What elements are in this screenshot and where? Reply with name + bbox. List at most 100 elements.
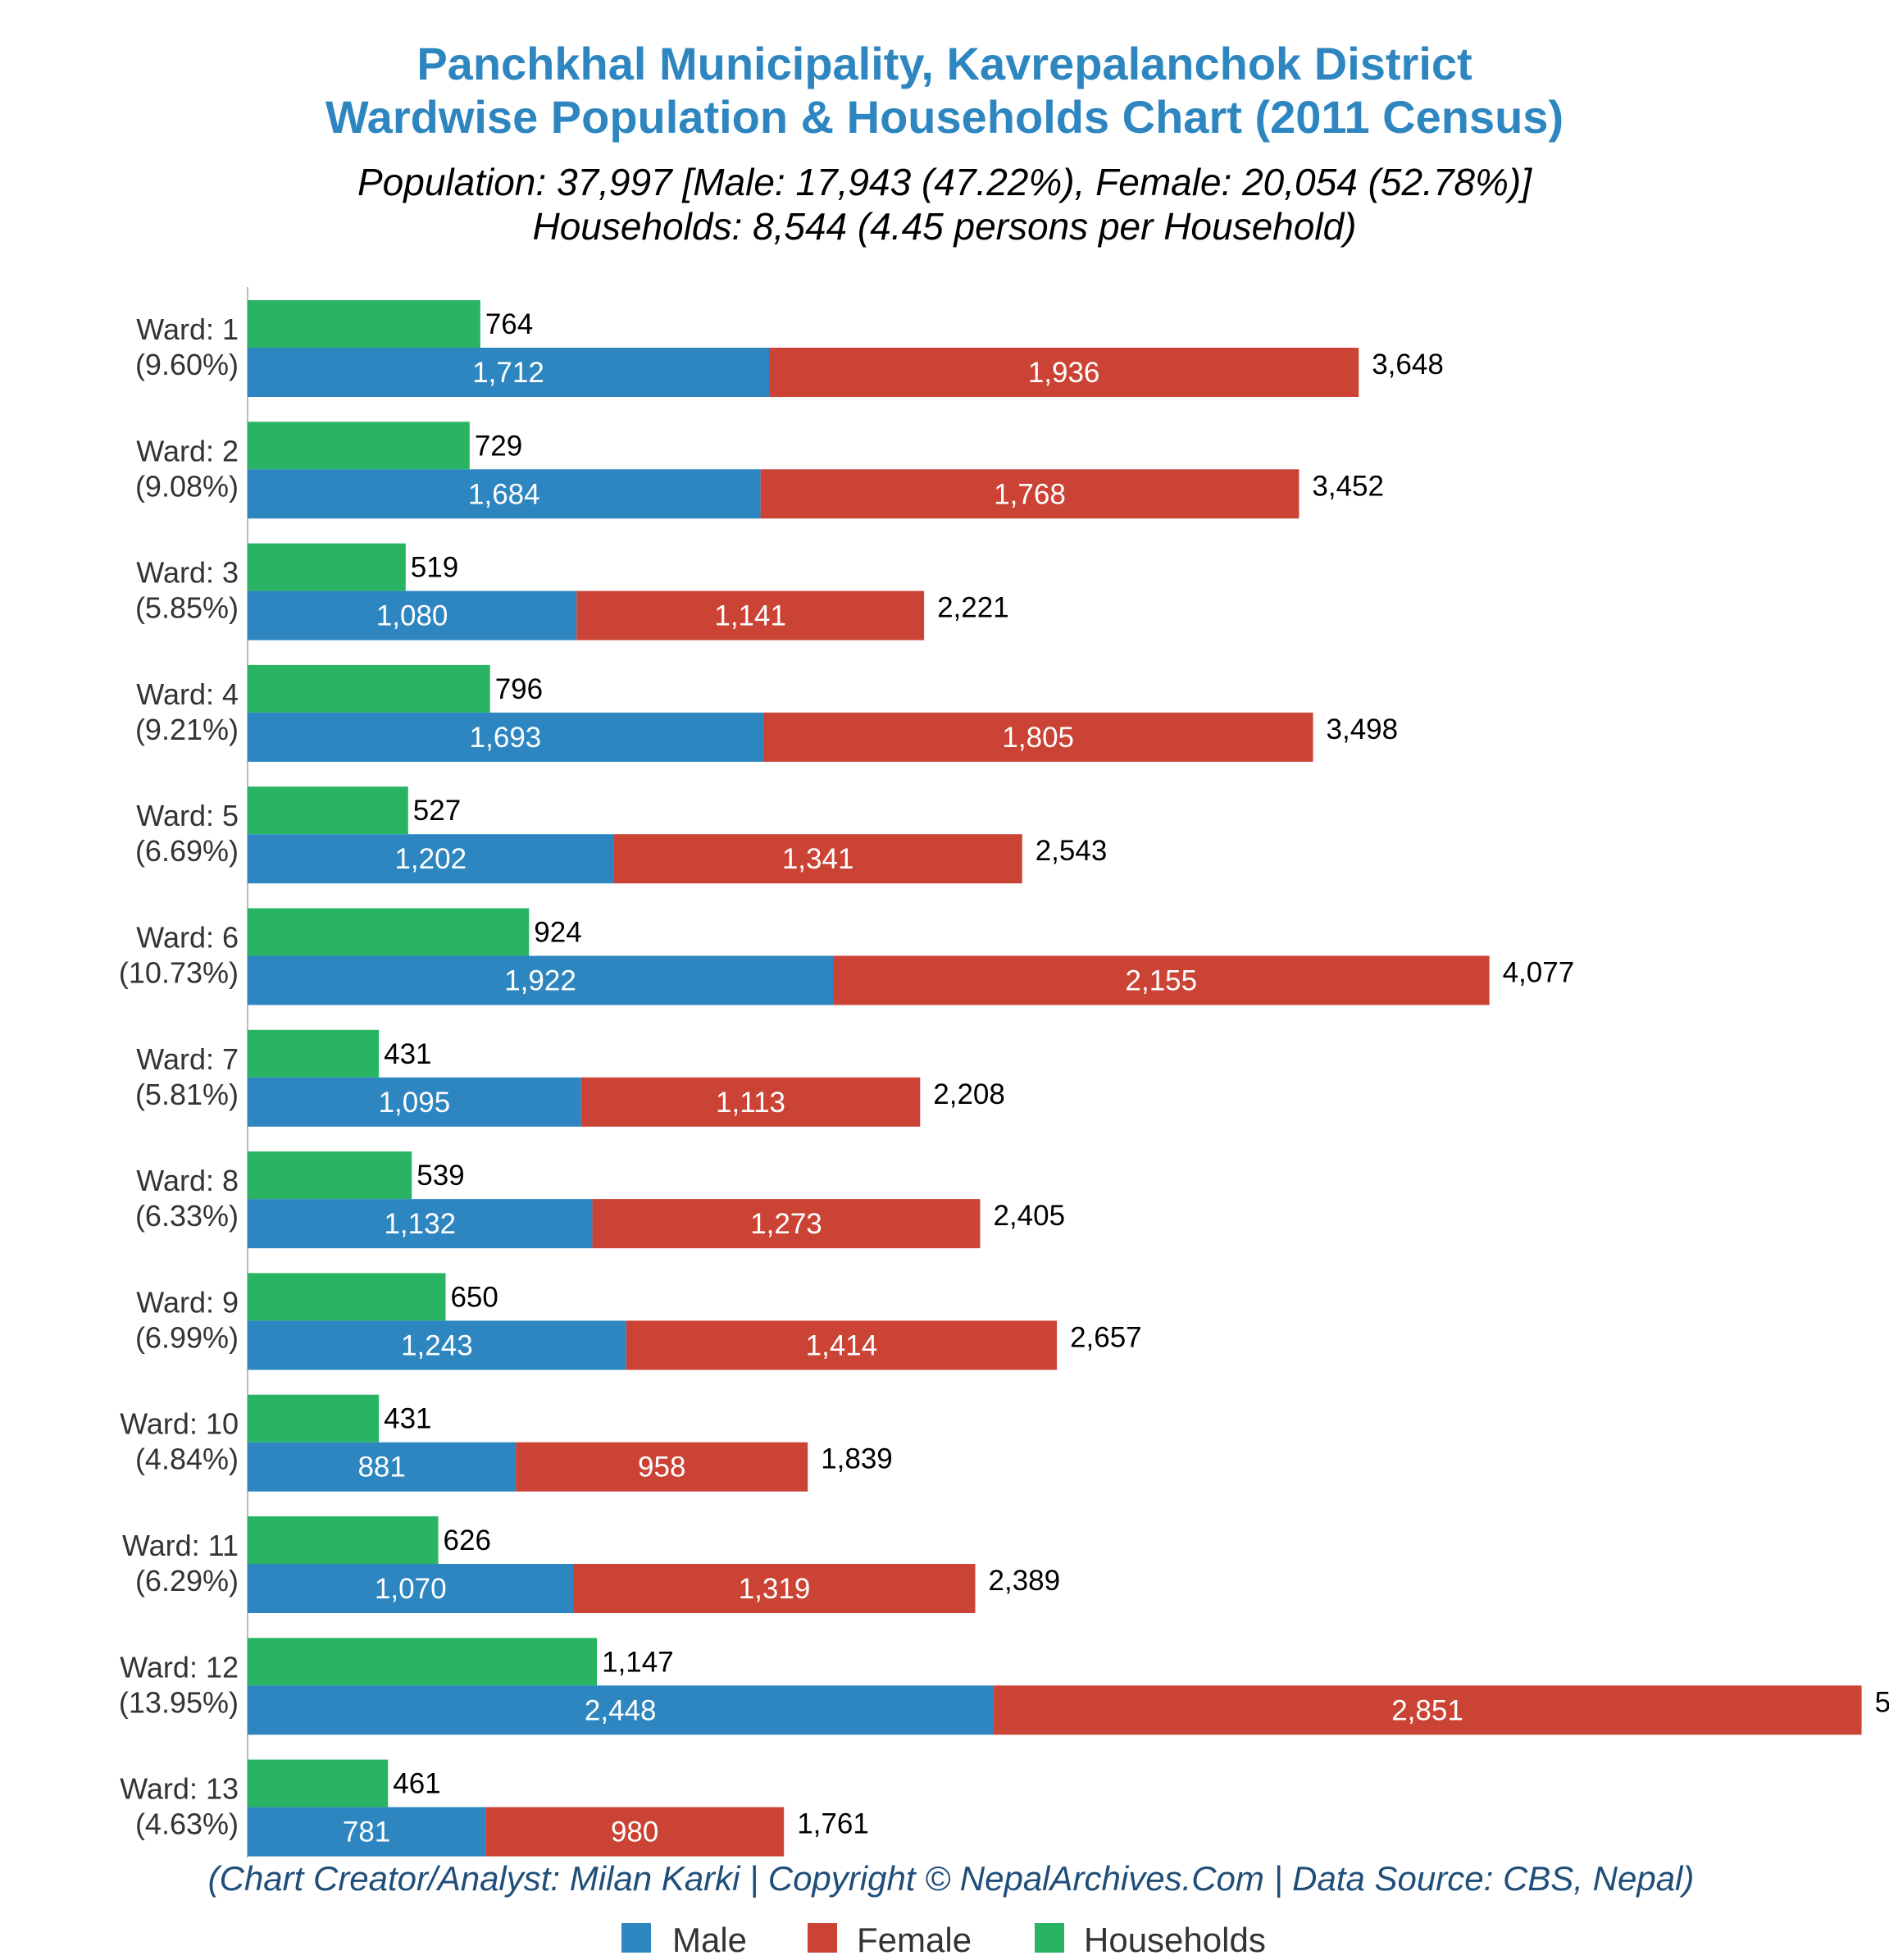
total-label-ward-11: 2,389: [989, 1565, 1061, 1597]
male-label-ward-2: 1,684: [468, 478, 540, 510]
female-label-ward-8: 1,273: [750, 1208, 822, 1240]
ward-label-13: Ward: 13: [120, 1772, 239, 1806]
total-label-ward-3: 2,221: [937, 592, 1009, 624]
households-bar-ward-5: [248, 786, 408, 835]
households-label-ward-5: 527: [413, 795, 461, 827]
households-label-ward-3: 519: [411, 552, 458, 584]
legend-label-female: Female: [857, 1921, 972, 1959]
female-label-ward-6: 2,155: [1126, 965, 1198, 997]
plot-area: 764 1,712 1,936 3,648 Ward: 1(9.60%) 729 1,684…: [119, 287, 1889, 1857]
chart-title-line1: Panchkhal Municipality, Kavrepalanchok D…: [416, 38, 1472, 89]
male-bar-ward-9: [248, 1320, 626, 1370]
households-bar-ward-8: [248, 1151, 412, 1200]
ward-label-4: Ward: 4: [136, 677, 239, 711]
households-bar-ward-11: [248, 1516, 439, 1564]
female-bar-ward-9: [626, 1320, 1058, 1370]
total-label-ward-5: 2,543: [1036, 835, 1108, 867]
ward-percent-label-13: (4.63%): [135, 1807, 239, 1841]
female-bar-ward-8: [592, 1199, 981, 1249]
households-label-ward-11: 626: [444, 1525, 491, 1557]
female-bar-ward-12: [993, 1685, 1862, 1735]
households-label-ward-10: 431: [384, 1403, 431, 1435]
male-bar-ward-10: [248, 1442, 517, 1492]
chart-subtitle-households: Households: 8,544 (4.45 persons per Hous…: [533, 205, 1357, 248]
male-bar-ward-5: [248, 834, 614, 884]
total-label-ward-4: 3,498: [1327, 713, 1399, 745]
male-bar-ward-6: [248, 955, 834, 1005]
male-bar-ward-13: [248, 1807, 486, 1857]
total-label-ward-7: 2,208: [933, 1078, 1005, 1110]
female-label-ward-7: 1,113: [716, 1087, 785, 1119]
male-bar-ward-4: [248, 712, 763, 762]
total-label-ward-12: 5,299: [1875, 1686, 1889, 1718]
female-label-ward-5: 1,341: [782, 843, 854, 875]
households-bar-ward-10: [248, 1394, 380, 1443]
male-label-ward-3: 1,080: [376, 600, 448, 632]
total-label-ward-9: 2,657: [1070, 1321, 1142, 1353]
total-label-ward-10: 1,839: [821, 1443, 893, 1475]
female-bar-ward-13: [485, 1807, 785, 1857]
female-bar-ward-4: [762, 712, 1313, 762]
male-bar-ward-12: [248, 1685, 994, 1735]
households-label-ward-13: 461: [393, 1768, 440, 1800]
female-bar-ward-11: [573, 1564, 976, 1613]
ward-percent-label-5: (6.69%): [135, 834, 239, 868]
male-label-ward-12: 2,448: [585, 1694, 657, 1726]
households-label-ward-12: 1,147: [602, 1646, 674, 1678]
ward-percent-label-7: (5.81%): [135, 1078, 239, 1111]
legend-label-households: Households: [1084, 1921, 1266, 1959]
female-label-ward-12: 2,851: [1391, 1694, 1463, 1726]
total-label-ward-13: 1,761: [797, 1808, 869, 1840]
male-label-ward-6: 1,922: [504, 965, 576, 997]
ward-label-5: Ward: 5: [136, 799, 239, 832]
ward-label-12: Ward: 12: [120, 1650, 239, 1684]
ward-label-11: Ward: 11: [122, 1529, 239, 1562]
male-label-ward-11: 1,070: [375, 1573, 447, 1605]
households-bar-ward-1: [248, 300, 480, 348]
male-bar-ward-3: [248, 590, 577, 640]
total-label-ward-1: 3,648: [1372, 349, 1444, 381]
legend: Male Female Households: [621, 1921, 1266, 1959]
households-label-ward-2: 729: [475, 430, 522, 462]
households-label-ward-9: 650: [450, 1281, 498, 1313]
female-label-ward-11: 1,319: [739, 1573, 811, 1605]
female-label-ward-2: 1,768: [994, 478, 1066, 510]
ward-percent-label-1: (9.60%): [135, 348, 239, 381]
households-label-ward-4: 796: [495, 673, 543, 705]
ward-label-6: Ward: 6: [136, 921, 239, 955]
households-bar-ward-2: [248, 422, 470, 470]
ward-label-1: Ward: 1: [136, 312, 239, 346]
total-label-ward-6: 4,077: [1503, 957, 1575, 989]
female-bar-ward-7: [580, 1077, 921, 1127]
ward-percent-label-9: (6.99%): [135, 1320, 239, 1354]
ward-percent-label-3: (5.85%): [135, 591, 239, 625]
households-bar-ward-4: [248, 664, 490, 713]
ward-label-8: Ward: 8: [136, 1164, 239, 1197]
female-label-ward-9: 1,414: [806, 1329, 878, 1361]
ward-percent-label-10: (4.84%): [135, 1443, 239, 1476]
households-label-ward-7: 431: [384, 1038, 431, 1070]
male-label-ward-9: 1,243: [401, 1329, 473, 1361]
ward-label-2: Ward: 2: [136, 434, 239, 467]
female-label-ward-13: 980: [611, 1816, 658, 1848]
households-label-ward-1: 764: [485, 308, 533, 340]
chart-title-line2: Wardwise Population & Households Chart (…: [325, 91, 1564, 143]
female-bar-ward-6: [833, 955, 1490, 1005]
chart-subtitle-population: Population: 37,997 [Male: 17,943 (47.22%…: [357, 161, 1532, 203]
households-bar-ward-3: [248, 543, 406, 591]
ward-label-10: Ward: 10: [120, 1407, 239, 1441]
households-bar-ward-7: [248, 1029, 380, 1078]
female-label-ward-3: 1,141: [714, 600, 786, 632]
female-label-ward-10: 958: [638, 1452, 685, 1484]
total-label-ward-2: 3,452: [1312, 470, 1384, 502]
ward-label-7: Ward: 7: [136, 1042, 239, 1076]
female-bar-ward-2: [760, 469, 1300, 519]
male-bar-ward-7: [248, 1077, 581, 1127]
ward-percent-label-2: (9.08%): [135, 469, 239, 503]
ward-label-9: Ward: 9: [136, 1285, 239, 1319]
male-label-ward-10: 881: [357, 1452, 405, 1484]
chart-credit: (Chart Creator/Analyst: Milan Karki | Co…: [208, 1859, 1695, 1898]
female-label-ward-4: 1,805: [1002, 722, 1074, 754]
male-bar-ward-11: [248, 1564, 574, 1613]
